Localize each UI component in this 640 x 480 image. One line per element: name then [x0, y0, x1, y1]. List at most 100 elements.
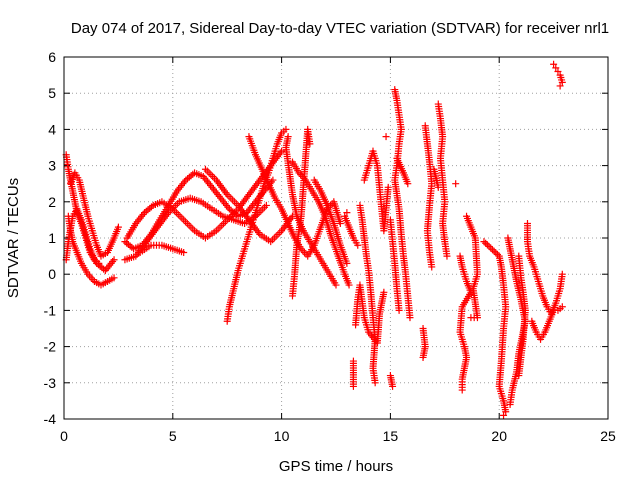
- data-point: [506, 401, 514, 409]
- data-point: [201, 165, 209, 173]
- data-point: [490, 247, 498, 255]
- data-point: [181, 218, 189, 226]
- x-tick-label: 15: [383, 428, 399, 444]
- y-tick-label: 3: [48, 158, 56, 174]
- data-point: [556, 82, 564, 90]
- data-point: [485, 242, 493, 250]
- data-point: [382, 133, 390, 141]
- data-point: [306, 140, 314, 148]
- data-point: [389, 382, 397, 390]
- data-point: [180, 216, 188, 224]
- y-tick-label: -3: [44, 375, 57, 391]
- data-point: [554, 67, 562, 75]
- y-tick-label: 6: [48, 49, 56, 65]
- data-point: [207, 171, 215, 179]
- data-point: [189, 225, 197, 233]
- data-point: [183, 220, 191, 228]
- data-point: [558, 303, 566, 311]
- data-point: [494, 250, 502, 258]
- data-point: [343, 259, 351, 267]
- data-point: [114, 223, 122, 231]
- plot-frame: [63, 56, 609, 420]
- data-point: [558, 78, 566, 86]
- data-point: [443, 252, 451, 260]
- data-point: [492, 249, 500, 257]
- data-point: [95, 259, 103, 267]
- data-point: [502, 408, 510, 416]
- data-point: [467, 314, 475, 322]
- x-axis-label: GPS time / hours: [279, 458, 393, 475]
- data-point: [483, 241, 491, 249]
- data-point: [225, 192, 233, 200]
- y-tick-label: -4: [44, 411, 57, 427]
- data-point: [371, 379, 379, 387]
- data-point: [230, 198, 238, 206]
- data-point: [515, 372, 523, 380]
- data-point: [276, 229, 284, 237]
- data-point: [218, 221, 226, 229]
- data-point: [488, 246, 496, 254]
- data-point: [487, 244, 495, 252]
- data-point: [220, 220, 228, 228]
- data-point: [214, 225, 222, 233]
- x-tick-label: 5: [169, 428, 177, 444]
- y-tick-label: 1: [48, 230, 56, 246]
- data-point: [480, 238, 488, 246]
- data-point: [262, 201, 270, 209]
- x-tick-label: 10: [274, 428, 290, 444]
- data-point: [404, 180, 412, 188]
- data-point: [178, 214, 186, 222]
- data-point: [452, 180, 460, 188]
- y-axis-label: SDTVAR / TECUs: [5, 178, 22, 298]
- data-point: [274, 230, 282, 238]
- data-point: [209, 172, 217, 180]
- data-point: [272, 232, 280, 240]
- data-point: [185, 221, 193, 229]
- data-point: [336, 220, 344, 228]
- data-point: [232, 200, 240, 208]
- data-point: [282, 125, 290, 133]
- data-point: [458, 386, 466, 394]
- x-tick-label: 20: [491, 428, 507, 444]
- data-point: [269, 176, 277, 184]
- data-point: [278, 147, 286, 155]
- data-point: [395, 306, 403, 314]
- data-point: [87, 274, 95, 282]
- data-point: [110, 274, 118, 282]
- data-point: [211, 174, 219, 182]
- data-point: [552, 64, 560, 72]
- data-point: [110, 256, 118, 264]
- y-tick-label: 0: [48, 266, 56, 282]
- y-tick-label: 2: [48, 194, 56, 210]
- data-point: [203, 167, 211, 175]
- data-point: [428, 263, 436, 271]
- data-point: [205, 169, 213, 177]
- data-point: [176, 212, 184, 220]
- y-tick-label: 4: [48, 121, 56, 137]
- data-point: [380, 288, 388, 296]
- data-point: [550, 60, 558, 68]
- x-tick-label: 0: [60, 428, 68, 444]
- data-point: [332, 281, 340, 289]
- data-point: [500, 411, 508, 419]
- data-point: [300, 248, 308, 256]
- data-point: [558, 270, 566, 278]
- data-point: [345, 281, 353, 289]
- y-tick-label: -2: [44, 339, 57, 355]
- axis-ticks: -4 -3 -2 -1 0 1 2 3 4 5 6 0 5 10 15 20 25: [44, 49, 616, 444]
- data-point: [343, 209, 351, 217]
- y-tick-label: -1: [44, 302, 57, 318]
- data-point: [269, 236, 277, 244]
- data-point: [354, 241, 362, 249]
- data-point: [227, 194, 235, 202]
- data-point: [259, 205, 267, 213]
- x-tick-label: 25: [600, 428, 616, 444]
- data-point: [229, 196, 237, 204]
- data-point: [180, 248, 188, 256]
- data-point: [174, 210, 182, 218]
- data-marks: [62, 60, 566, 419]
- data-point: [430, 165, 438, 173]
- chart-title: Day 074 of 2017, Sidereal Day-to-day VTE…: [71, 20, 609, 37]
- data-point: [419, 353, 427, 361]
